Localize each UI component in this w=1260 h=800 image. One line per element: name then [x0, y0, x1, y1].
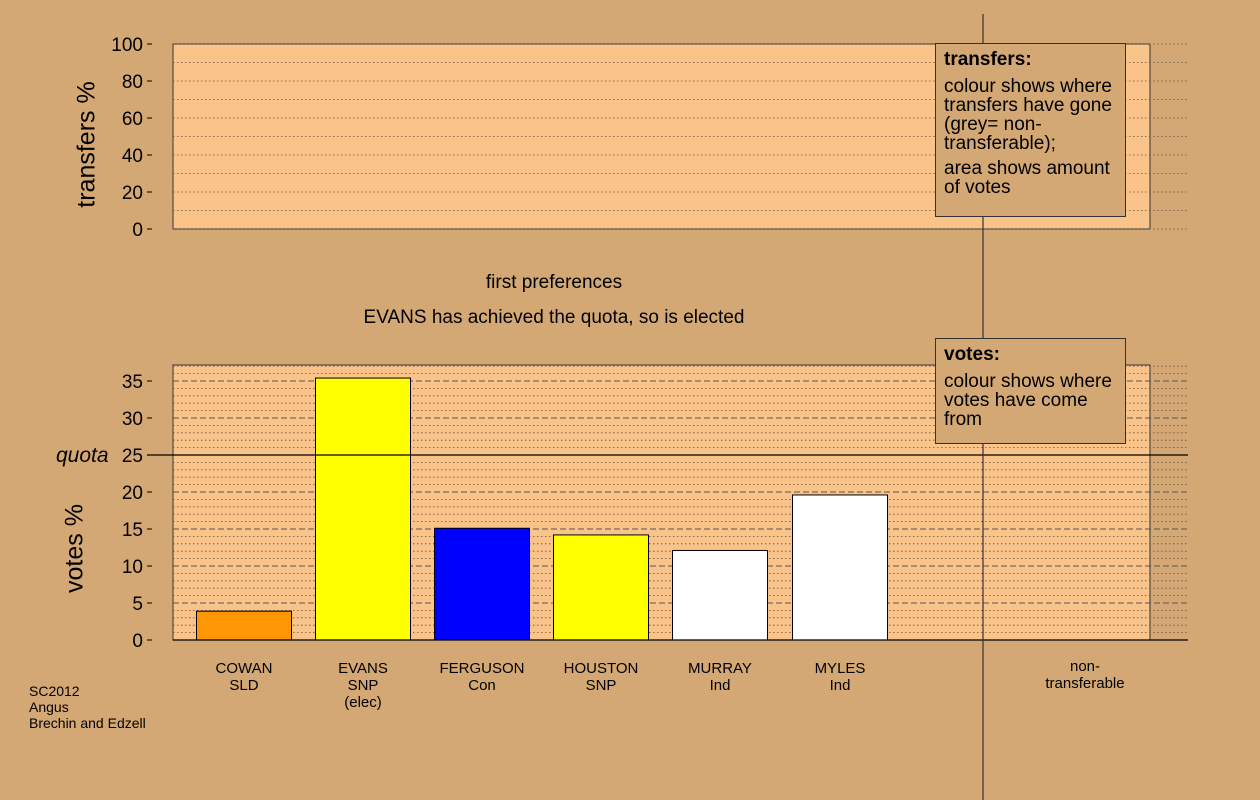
votes-legend-title: votes: [944, 344, 1000, 365]
transfers-legend-title: transfers: [944, 49, 1032, 70]
candidate-label-evans: EVANS SNP (elec) [338, 660, 388, 711]
transfers-y-tick-label: 20 [122, 183, 143, 204]
transfers-y-tick-label: 0 [132, 220, 143, 241]
transfers-legend: transfers: colour shows where transfers … [935, 43, 1126, 217]
votes-y-axis-label: votes % [60, 504, 89, 593]
bar-myles [792, 494, 888, 641]
footer-info: SC2012 Angus Brechin and Edzell [29, 683, 146, 731]
status-text: EVANS has achieved the quota, so is elec… [363, 307, 745, 328]
candidate-label-murray: MURRAY Ind [688, 660, 752, 694]
nontransferable-label: non- transferable [1045, 658, 1125, 692]
transfers-y-tick-label: 80 [122, 72, 143, 93]
footer-council: Angus [29, 699, 69, 715]
candidate-label-houston: HOUSTON SNP [563, 660, 639, 694]
transfers-y-tick-label: 40 [122, 146, 143, 167]
chart-subtitle: first preferences [485, 272, 623, 293]
votes-y-tick-label: 20 [122, 483, 143, 504]
bar-ferguson [434, 527, 530, 641]
bar-houston [553, 534, 649, 641]
votes-y-tick-label: 10 [122, 557, 143, 578]
quota-label: quota [56, 444, 109, 467]
votes-y-tick-label: 0 [132, 631, 143, 652]
footer-ward: Brechin and Edzell [29, 715, 146, 731]
votes-y-tick-label: 35 [122, 372, 143, 393]
votes-y-tick-label: 25 [122, 446, 143, 467]
votes-legend: votes: colour shows where votes have com… [935, 338, 1126, 444]
bar-murray [672, 549, 768, 641]
transfers-legend-text-1: colour shows where transfers have gone (… [944, 76, 1112, 154]
transfers-y-axis-label: transfers % [72, 81, 101, 208]
votes-y-tick-label: 5 [132, 594, 143, 615]
bar-cowan [196, 610, 292, 641]
votes-y-tick-label: 15 [122, 520, 143, 541]
candidate-label-ferguson: FERGUSON Con [439, 660, 525, 694]
transfers-y-tick-label: 60 [122, 109, 143, 130]
candidate-label-myles: MYLES Ind [814, 660, 866, 694]
candidate-label-cowan: COWAN SLD [215, 660, 273, 694]
transfers-legend-text-2: area shows amount of votes [944, 158, 1110, 198]
footer-year: SC2012 [29, 683, 80, 699]
votes-y-tick-label: 30 [122, 409, 143, 430]
bar-evans [315, 377, 411, 641]
transfers-y-tick-label: 100 [111, 35, 143, 56]
votes-legend-text: colour shows where votes have come from [944, 371, 1112, 430]
